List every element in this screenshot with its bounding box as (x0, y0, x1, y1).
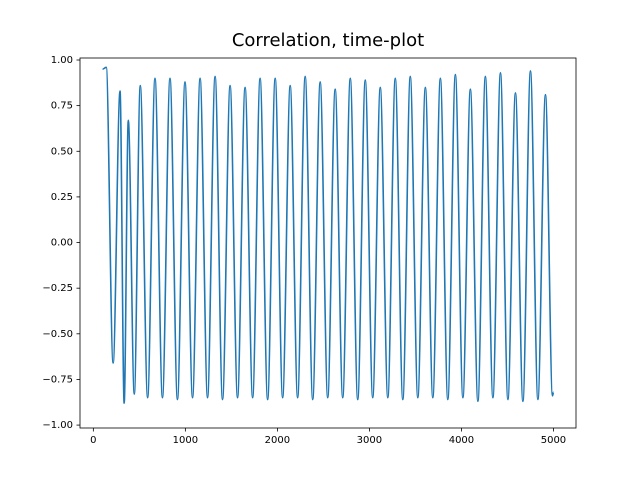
y-tick-label: 0.00 (51, 238, 73, 249)
y-tick-label: 1.00 (51, 55, 73, 66)
y-tick-label: 0.50 (51, 146, 73, 157)
y-tick-label: −0.75 (42, 374, 73, 385)
data-line (102, 66, 555, 404)
y-tick-label: 0.25 (51, 192, 73, 203)
axes-frame (79, 57, 577, 429)
x-tick-label: 5000 (541, 435, 566, 446)
y-tick-label: 0.75 (51, 101, 73, 112)
x-tick-label: 0 (90, 435, 96, 446)
y-tick-label: −0.50 (42, 329, 73, 340)
y-tick-label: −1.00 (42, 420, 73, 431)
chart-title: Correlation, time-plot (232, 30, 424, 51)
x-tick-label: 3000 (357, 435, 382, 446)
x-tick-label: 4000 (449, 435, 474, 446)
x-tick-label: 1000 (173, 435, 198, 446)
x-tick-label: 2000 (265, 435, 290, 446)
y-tick-label: −0.25 (42, 283, 73, 294)
